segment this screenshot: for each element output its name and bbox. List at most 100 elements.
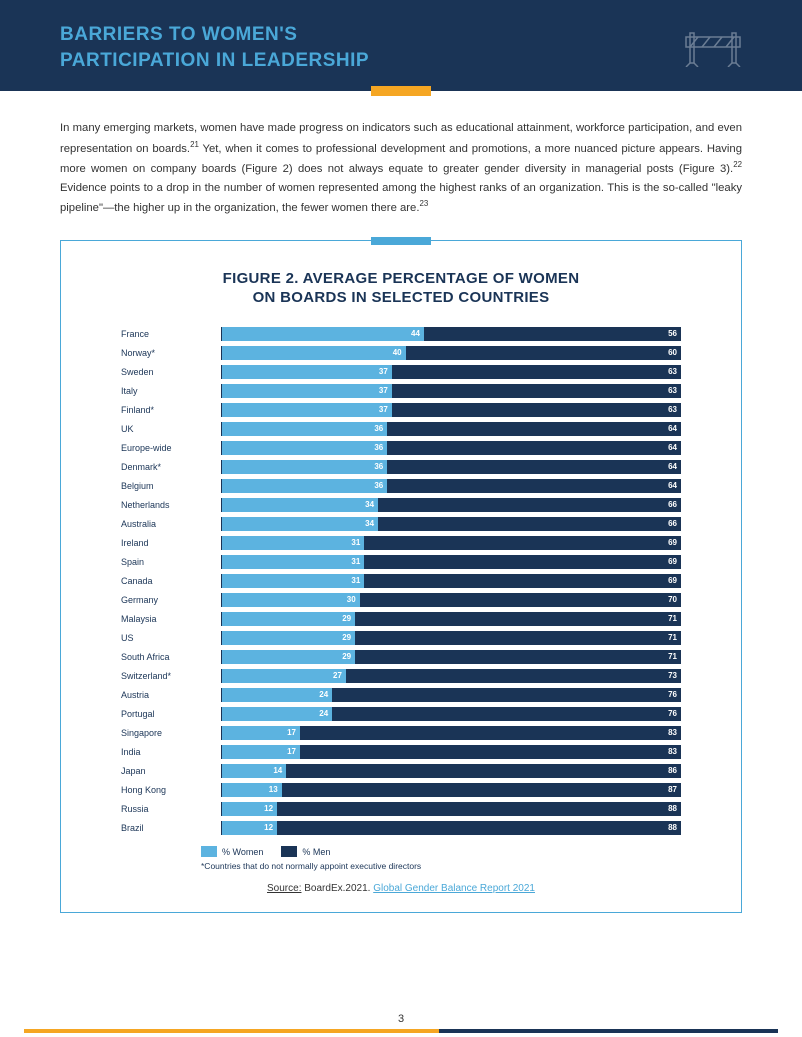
bar-label: Portugal <box>121 709 221 719</box>
page-number: 3 <box>398 1013 404 1025</box>
bar-segment-women: 29 <box>222 650 355 664</box>
bar-segment-women: 12 <box>222 802 277 816</box>
bar-track: 2476 <box>221 707 681 721</box>
bar-track: 4060 <box>221 346 681 360</box>
bar-row: Italy3763 <box>121 383 681 400</box>
bar-track: 3763 <box>221 403 681 417</box>
bar-track: 1783 <box>221 726 681 740</box>
bar-row: Netherlands3466 <box>121 497 681 514</box>
bar-label: Switzerland* <box>121 671 221 681</box>
bar-row: Brazil1288 <box>121 820 681 837</box>
swatch-women <box>201 846 217 857</box>
bar-label: US <box>121 633 221 643</box>
bar-label: Russia <box>121 804 221 814</box>
bars-area: France4456Norway*4060Sweden3763Italy3763… <box>101 326 701 837</box>
bar-segment-women: 34 <box>222 517 378 531</box>
bar-segment-women: 40 <box>222 346 406 360</box>
bar-label: Italy <box>121 386 221 396</box>
bar-label: Spain <box>121 557 221 567</box>
bar-segment-men: 83 <box>300 745 681 759</box>
bar-segment-women: 29 <box>222 631 355 645</box>
bar-segment-women: 17 <box>222 726 300 740</box>
bar-label: Austria <box>121 690 221 700</box>
bar-label: Australia <box>121 519 221 529</box>
bar-segment-women: 36 <box>222 460 387 474</box>
bar-track: 3664 <box>221 441 681 455</box>
bar-row: Germany3070 <box>121 592 681 609</box>
bar-row: Denmark*3664 <box>121 459 681 476</box>
bar-segment-women: 31 <box>222 536 364 550</box>
bar-row: Spain3169 <box>121 554 681 571</box>
bar-segment-women: 13 <box>222 783 282 797</box>
bar-track: 3763 <box>221 384 681 398</box>
bar-row: Europe-wide3664 <box>121 440 681 457</box>
bar-label: Belgium <box>121 481 221 491</box>
bar-track: 3169 <box>221 536 681 550</box>
bar-segment-women: 17 <box>222 745 300 759</box>
legend-men: % Men <box>281 846 330 857</box>
bar-label: UK <box>121 424 221 434</box>
bar-row: France4456 <box>121 326 681 343</box>
bar-label: Norway* <box>121 348 221 358</box>
bar-row: Sweden3763 <box>121 364 681 381</box>
bar-segment-men: 56 <box>424 327 681 341</box>
bar-segment-men: 63 <box>392 384 681 398</box>
bar-label: Sweden <box>121 367 221 377</box>
header-band: BARRIERS TO WOMEN'S PARTICIPATION IN LEA… <box>0 0 802 91</box>
bar-row: Australia3466 <box>121 516 681 533</box>
bar-track: 2773 <box>221 669 681 683</box>
bar-track: 3169 <box>221 555 681 569</box>
bar-track: 4456 <box>221 327 681 341</box>
bar-segment-men: 69 <box>364 574 681 588</box>
bar-row: US2971 <box>121 630 681 647</box>
chart-title: FIGURE 2. AVERAGE PERCENTAGE OF WOMEN ON… <box>101 269 701 308</box>
bar-segment-men: 83 <box>300 726 681 740</box>
bar-label: Hong Kong <box>121 785 221 795</box>
orange-accent-tab <box>371 86 431 96</box>
bar-row: Ireland3169 <box>121 535 681 552</box>
bar-segment-women: 36 <box>222 422 387 436</box>
bar-row: Finland*3763 <box>121 402 681 419</box>
bar-segment-men: 66 <box>378 498 681 512</box>
figure-2-chart: FIGURE 2. AVERAGE PERCENTAGE OF WOMEN ON… <box>60 240 742 914</box>
bar-segment-women: 37 <box>222 384 392 398</box>
bar-segment-women: 34 <box>222 498 378 512</box>
bar-row: Austria2476 <box>121 687 681 704</box>
bar-track: 3169 <box>221 574 681 588</box>
bar-row: Belgium3664 <box>121 478 681 495</box>
bar-segment-men: 71 <box>355 631 681 645</box>
bar-segment-men: 63 <box>392 403 681 417</box>
bar-segment-women: 27 <box>222 669 346 683</box>
bar-row: Japan1486 <box>121 763 681 780</box>
bar-segment-men: 73 <box>346 669 681 683</box>
bar-row: Russia1288 <box>121 801 681 818</box>
chart-legend: % Women % Men <box>101 846 701 857</box>
bottom-rule <box>24 1029 778 1033</box>
bar-segment-men: 64 <box>387 422 681 436</box>
bar-track: 2971 <box>221 650 681 664</box>
source-link[interactable]: Global Gender Balance Report 2021 <box>373 883 535 894</box>
bar-label: France <box>121 329 221 339</box>
bar-segment-men: 63 <box>392 365 681 379</box>
body-content: In many emerging markets, women have mad… <box>0 91 802 913</box>
bar-label: Canada <box>121 576 221 586</box>
bar-segment-men: 87 <box>282 783 681 797</box>
bar-segment-women: 12 <box>222 821 277 835</box>
bar-segment-men: 88 <box>277 802 681 816</box>
bar-track: 3664 <box>221 422 681 436</box>
bar-track: 3763 <box>221 365 681 379</box>
bar-segment-men: 69 <box>364 555 681 569</box>
bar-row: Portugal2476 <box>121 706 681 723</box>
bar-row: Hong Kong1387 <box>121 782 681 799</box>
bar-segment-women: 24 <box>222 688 332 702</box>
bar-segment-women: 30 <box>222 593 360 607</box>
bar-label: South Africa <box>121 652 221 662</box>
chart-footnote: *Countries that do not normally appoint … <box>101 861 701 871</box>
bar-track: 3070 <box>221 593 681 607</box>
bar-segment-women: 36 <box>222 479 387 493</box>
bar-label: Finland* <box>121 405 221 415</box>
bar-segment-women: 44 <box>222 327 424 341</box>
barrier-icon <box>684 29 742 67</box>
bar-segment-men: 71 <box>355 650 681 664</box>
bar-segment-women: 29 <box>222 612 355 626</box>
